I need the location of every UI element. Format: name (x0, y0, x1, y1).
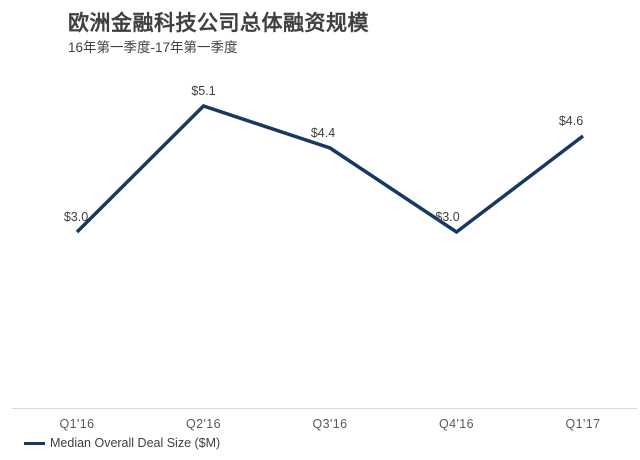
legend-label: Median Overall Deal Size ($M) (50, 436, 221, 450)
data-line-series (75, 103, 585, 235)
x-axis-tick-label: Q2'16 (186, 417, 221, 431)
data-point-label: $3.0 (64, 210, 88, 224)
data-point-label: $4.4 (311, 126, 335, 140)
data-point-label: $3.0 (435, 210, 459, 224)
data-point-label: $5.1 (191, 84, 215, 98)
x-axis-tick-label: Q4'16 (439, 417, 474, 431)
legend-line-swatch (24, 441, 45, 445)
chart-title: 欧洲金融科技公司总体融资规模 (68, 12, 369, 35)
legend: Median Overall Deal Size ($M) (24, 436, 220, 450)
data-point-label: $4.6 (559, 114, 583, 128)
x-axis-tick-label: Q1'17 (566, 417, 601, 431)
x-axis-tick-label: Q3'16 (313, 417, 348, 431)
chart-subtitle: 16年第一季度-17年第一季度 (68, 40, 238, 55)
x-axis-tick-label: Q1'16 (60, 417, 95, 431)
